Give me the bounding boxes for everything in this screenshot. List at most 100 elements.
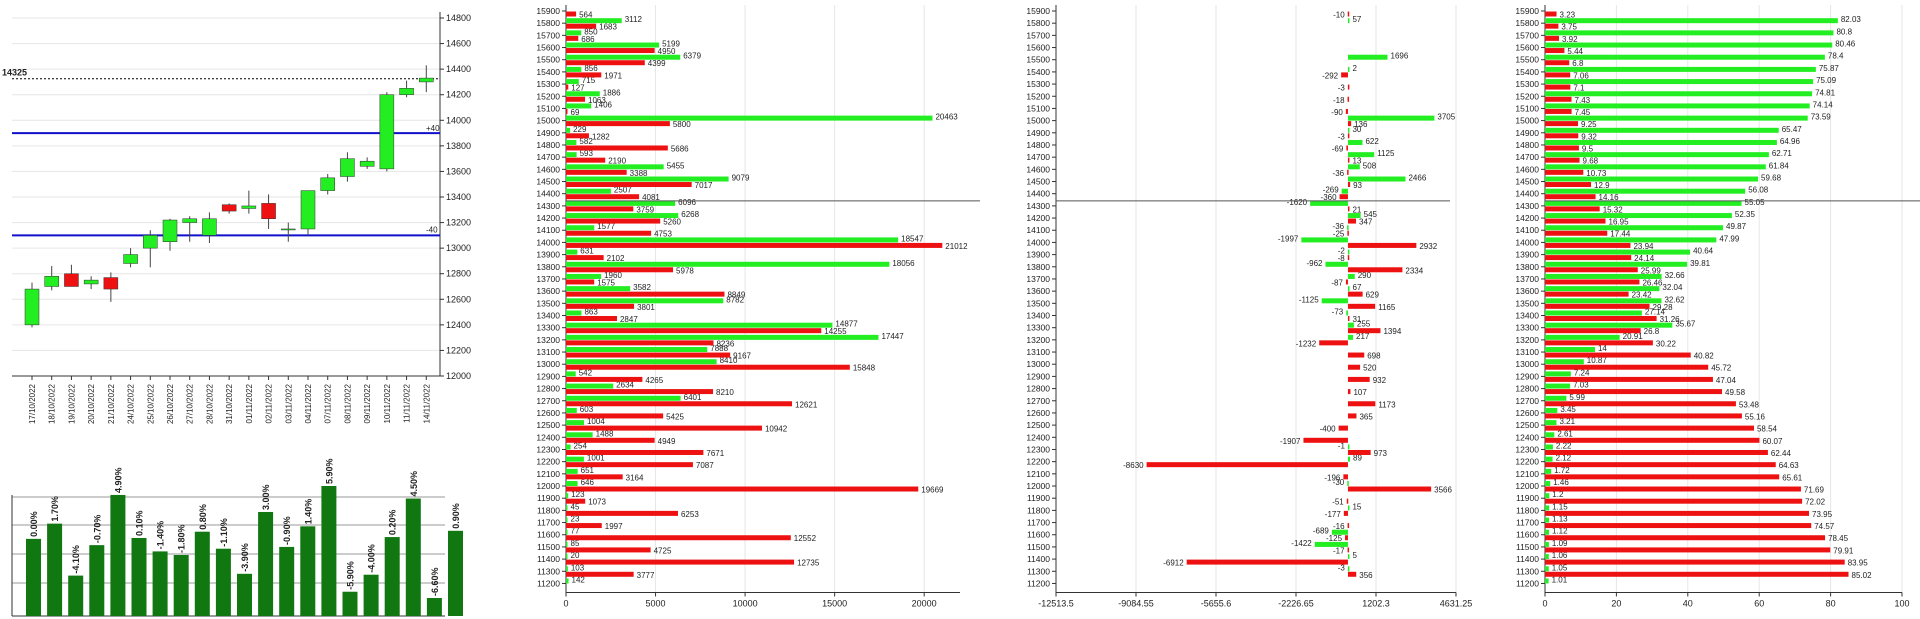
oi-bar — [566, 376, 643, 382]
chg-bar-label: 15 — [1352, 502, 1361, 511]
chg-strike-label: 14600 — [1026, 164, 1050, 174]
pcr-x-tick-label: 100 — [1894, 598, 1909, 608]
chg-bar-label: -1907 — [1280, 437, 1301, 446]
chg-bar — [1347, 547, 1350, 553]
chg-bar — [1347, 157, 1350, 163]
chg-bar — [1347, 96, 1350, 102]
oi-bar-label: 69 — [571, 108, 580, 117]
pcr-strike-label: 13800 — [1515, 262, 1539, 272]
oi-strike-label: 15400 — [536, 67, 560, 77]
oi-bar-label: 1997 — [605, 522, 623, 531]
pcr-bar — [1545, 389, 1723, 395]
oi-bar-label: 6253 — [681, 510, 699, 519]
oi-bar — [566, 72, 602, 78]
pcr-bar-label: 9.32 — [1581, 132, 1597, 141]
chg-strike-label: 15900 — [1026, 6, 1050, 16]
pcr-bar — [1545, 115, 1808, 121]
oi-bar — [566, 11, 577, 17]
pcr-bar — [1545, 371, 1571, 377]
chg-bar — [1347, 182, 1351, 188]
chg-bar-label: -269 — [1323, 186, 1340, 195]
oi-bar — [566, 225, 595, 231]
oi-bar-label: 1960 — [604, 271, 622, 280]
pcr-bar-label: 1.46 — [1553, 478, 1569, 487]
pcr-x-tick-label: 80 — [1826, 598, 1836, 608]
gain-bar — [279, 546, 295, 616]
chg-bar-label: -1 — [1338, 441, 1346, 450]
chg-bar-label: 622 — [1365, 137, 1379, 146]
pcr-bar — [1545, 347, 1595, 353]
pcr-strike-label: 13600 — [1515, 286, 1539, 296]
chg-x-tick-label: -5655.6 — [1201, 598, 1232, 608]
chg-bar-label: -360 — [1321, 193, 1338, 202]
chg-bar-label: 2 — [1352, 64, 1357, 73]
pcr-bar — [1545, 267, 1638, 273]
chg-bar-label: -73 — [1332, 308, 1344, 317]
candle-y-tick-label: 13600 — [446, 166, 471, 176]
gain-bar — [89, 545, 105, 616]
chg-bar-label: -17 — [1333, 546, 1345, 555]
candle-date-label: 28/10/2022 — [205, 383, 214, 424]
pcr-bar-label: 75.09 — [1816, 76, 1837, 85]
oi-bar-label: 20463 — [935, 113, 958, 122]
gain-bar — [342, 591, 358, 616]
oi-bar-label: 1683 — [599, 23, 617, 32]
oi-strike-label: 13200 — [536, 335, 560, 345]
gain-bar-label: -0.70% — [92, 515, 102, 544]
pcr-strike-label: 13400 — [1515, 311, 1539, 321]
chg-strike-label: 13200 — [1026, 335, 1050, 345]
oi-strike-label: 14800 — [536, 140, 560, 150]
oi-bar-label: 77 — [571, 527, 580, 536]
oi-bar — [566, 493, 569, 499]
candle-date-label: 08/11/2022 — [343, 383, 352, 423]
oi-bar — [566, 498, 586, 504]
pcr-bar — [1545, 395, 1567, 401]
pcr-bar — [1545, 279, 1640, 285]
chg-strike-label: 14900 — [1026, 128, 1050, 138]
chg-strike-label: 14000 — [1026, 237, 1050, 247]
chg-bar — [1343, 474, 1348, 480]
oi-bar — [566, 164, 664, 170]
chg-bar — [1347, 444, 1350, 450]
candle-body — [221, 204, 237, 212]
oi-bar-label: 5686 — [671, 144, 689, 153]
candle-date-label: 10/11/2022 — [383, 383, 392, 423]
pcr-bar — [1545, 286, 1660, 292]
pcr-bar-label: 9.25 — [1581, 120, 1597, 129]
pcr-bar-label: 62.44 — [1771, 449, 1792, 458]
pcr-bar — [1545, 182, 1592, 188]
oi-strike-label: 11600 — [537, 530, 560, 540]
pcr-bar-label: 17.44 — [1610, 230, 1631, 239]
oi-bar — [566, 200, 676, 206]
chg-bar — [1347, 481, 1349, 487]
pcr-bar — [1545, 48, 1565, 54]
pcr-strike-label: 13300 — [1515, 323, 1539, 333]
oi-x-tick-label: 10000 — [733, 598, 758, 608]
chg-bar-label: -90 — [1331, 108, 1343, 117]
chg-strike-label: 15000 — [1026, 116, 1050, 126]
pcr-strike-label: 14000 — [1515, 237, 1539, 247]
chg-bar — [1347, 206, 1350, 212]
oi-strike-label: 13100 — [536, 347, 560, 357]
pcr-bar-label: 24.14 — [1634, 254, 1655, 263]
pcr-bar — [1545, 474, 1780, 480]
oi-bar-label: 6096 — [678, 198, 696, 207]
oi-bar — [566, 578, 569, 584]
candle-y-tick-label: 12400 — [446, 320, 471, 330]
gain-bar-label: 0.00% — [29, 511, 39, 537]
chg-bar — [1347, 328, 1381, 334]
gain-bar-label: -1.10% — [219, 518, 229, 547]
chg-bar-label: -8630 — [1123, 461, 1144, 470]
oi-bar — [566, 401, 793, 407]
oi-strike-label: 12400 — [536, 432, 560, 442]
chg-bar — [1347, 139, 1363, 145]
oi-strike-label: 15800 — [536, 18, 560, 28]
pcr-strike-label: 14600 — [1515, 164, 1539, 174]
oi-bar-label: 2634 — [616, 381, 634, 390]
oi-strike-label: 15100 — [536, 103, 560, 113]
pcr-strike-label: 11600 — [1516, 530, 1539, 540]
pcr-bar-label: 29.28 — [1653, 303, 1674, 312]
oi-strike-label: 13700 — [536, 274, 560, 284]
pcr-bar-label: 47.04 — [1716, 376, 1737, 385]
pcr-bar — [1545, 213, 1732, 219]
